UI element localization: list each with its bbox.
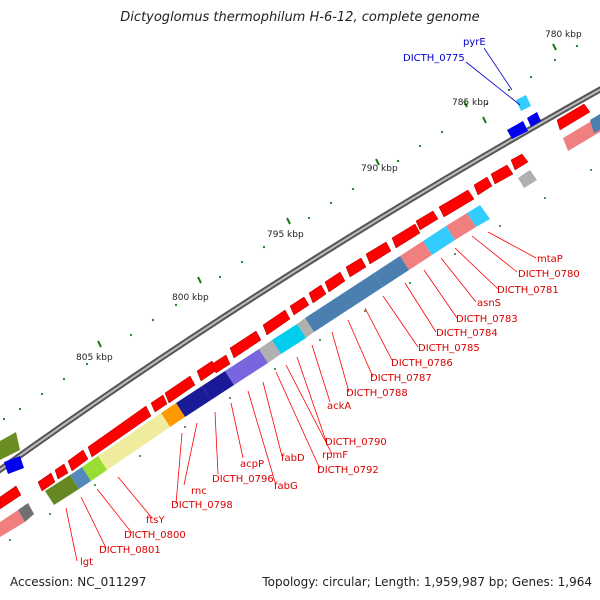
topology-label: Topology: circular; Length: 1,959,987 bp… [262, 575, 592, 589]
scale-dots [2, 44, 592, 541]
gene-feature [507, 121, 528, 139]
gene-feature [0, 485, 22, 510]
gene-feature [225, 349, 268, 385]
scale-ticks [97, 43, 557, 348]
gene-label: DICTH_0784 [436, 328, 498, 339]
scale-label: 780 kbp [545, 30, 582, 40]
gene-label: DICTH_0785 [418, 343, 480, 354]
gene-feature [527, 112, 541, 127]
gene-feature [82, 456, 107, 481]
gene-feature [308, 284, 327, 304]
scale-label: 790 kbp [361, 164, 398, 174]
gene-feature [563, 116, 600, 151]
gene-label: DICTH_0790 [325, 437, 387, 448]
gene-feature [590, 114, 600, 133]
gene-label: DICTH_0783 [456, 314, 518, 325]
gene-label: mtaP [537, 254, 563, 265]
forward-strand-genes [0, 103, 591, 510]
scale-label: 795 kbp [267, 230, 304, 240]
gene-feature [365, 241, 392, 265]
gene-feature [45, 475, 79, 505]
gene-label: DICTH_0775 [403, 53, 465, 64]
gene-feature [262, 309, 291, 336]
gene-feature [374, 256, 409, 287]
label-leader-lines [65, 47, 537, 562]
accession-label: Accession: NC_011297 [10, 575, 147, 589]
gene-label: DICTH_0792 [317, 465, 379, 476]
gene-feature [0, 510, 25, 537]
gene-feature [18, 503, 34, 522]
gene-label: DICTH_0780 [518, 269, 580, 280]
gene-label: DICTH_0781 [497, 285, 559, 296]
gene-feature [423, 226, 455, 255]
gene-feature [297, 318, 314, 338]
gene-feature [516, 95, 531, 111]
gene-feature [324, 271, 346, 293]
scale-label: 805 kbp [76, 353, 113, 363]
gene-feature [161, 403, 185, 427]
gene-feature [176, 386, 211, 417]
scale-labels: 780 kbp 785 kbp 790 kbp 795 kbp 800 kbp … [76, 30, 582, 363]
gene-label: asnS [477, 298, 501, 309]
gene-label: fabD [281, 453, 305, 464]
gene-labels-red: mtaP DICTH_0780 DICTH_0781 asnS DICTH_07… [80, 254, 580, 568]
gene-feature [391, 223, 421, 249]
gene-feature [400, 241, 432, 270]
gene-feature [37, 472, 56, 492]
gene-feature [518, 170, 537, 188]
gene-label: DICTH_0800 [124, 530, 186, 541]
gene-label: DICTH_0787 [370, 373, 432, 384]
gene-feature [415, 210, 439, 231]
gene-feature [259, 340, 281, 363]
gene-label: fabG [274, 481, 298, 492]
scale-label: 785 kbp [452, 98, 489, 108]
gene-feature [272, 324, 306, 354]
gene-feature [211, 354, 231, 374]
scale-label: 800 kbp [172, 293, 209, 303]
gene-feature [54, 463, 69, 480]
gene-labels-blue: pyrE DICTH_0775 [403, 37, 486, 64]
gene-feature [305, 273, 383, 332]
gene-feature [289, 296, 310, 316]
gene-label: ackA [327, 401, 351, 412]
gene-feature [446, 213, 476, 240]
gene-feature [87, 405, 152, 458]
gene-feature [490, 164, 514, 185]
gene-feature [202, 371, 234, 400]
gene-label: ftsY [146, 515, 165, 526]
gene-label: rpmF [322, 450, 348, 461]
gene-feature [164, 375, 196, 404]
outer-features [4, 95, 541, 474]
map-title: Dictyoglomus thermophilum H-6-12, comple… [120, 10, 480, 25]
gene-label: DICTH_0786 [391, 358, 453, 369]
gene-label: DICTH_0801 [99, 545, 161, 556]
gene-label: DICTH_0788 [346, 388, 408, 399]
gene-label: pyrE [463, 37, 486, 48]
gene-feature [98, 413, 170, 470]
gene-feature [229, 330, 262, 359]
gene-feature [473, 176, 493, 196]
gene-label: DICTH_0798 [171, 500, 233, 511]
gene-feature [67, 449, 89, 472]
gene-feature [4, 456, 24, 474]
gene-label: DICTH_0796 [212, 474, 274, 485]
genome-backbone [0, 86, 600, 474]
reverse-strand-genes [0, 114, 600, 537]
gene-feature [150, 394, 168, 413]
gene-label: rnc [191, 486, 207, 497]
gene-feature [345, 257, 367, 278]
gene-feature [556, 103, 591, 131]
gene-label: acpP [240, 459, 264, 470]
gene-label: lgt [80, 557, 93, 568]
gene-feature [467, 205, 490, 227]
gene-feature [438, 189, 475, 218]
gene-feature [70, 467, 91, 489]
gene-feature [0, 432, 20, 460]
gene-feature [510, 153, 529, 171]
